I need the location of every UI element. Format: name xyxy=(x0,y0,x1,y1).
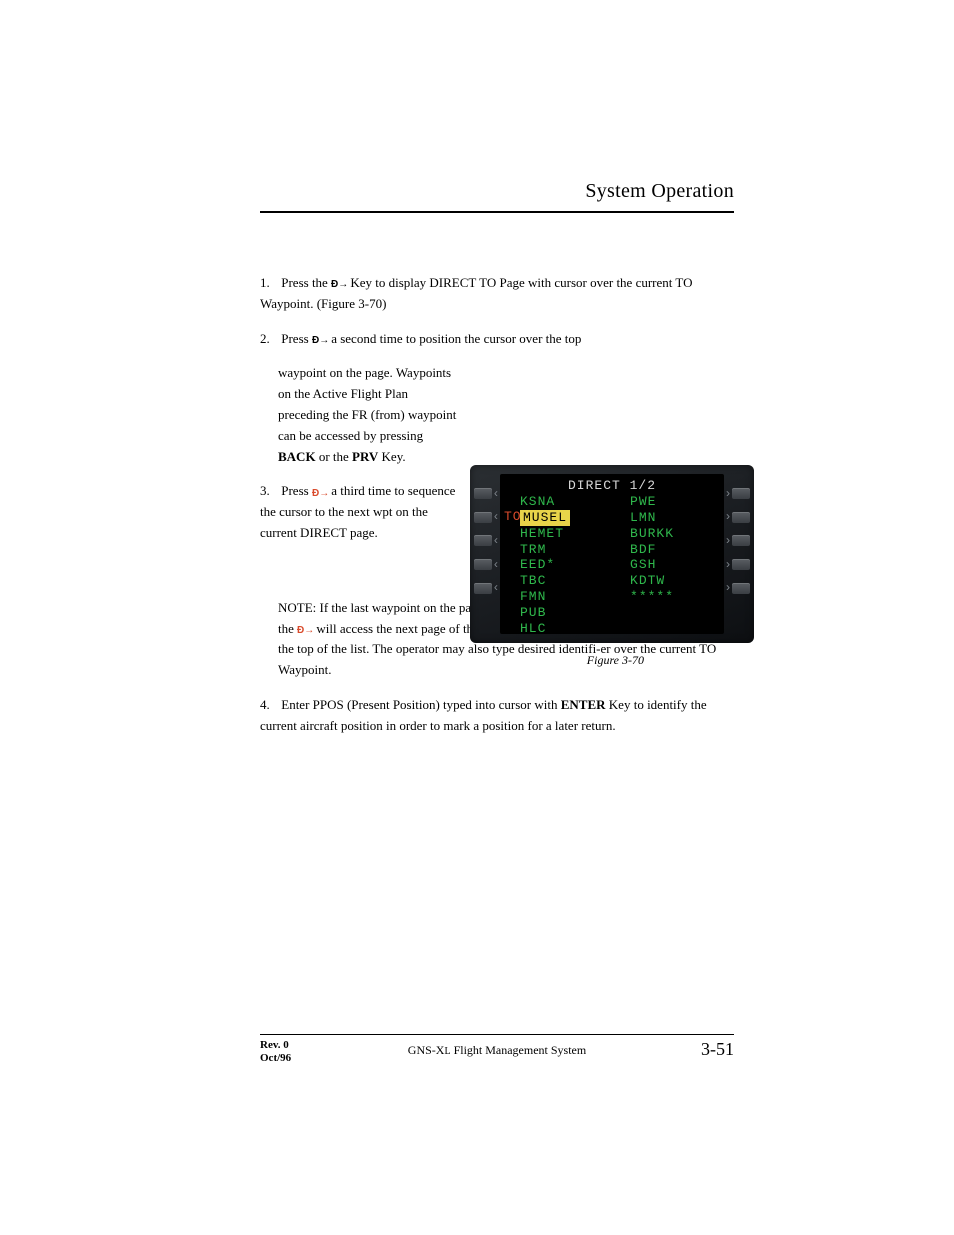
bracket-r: › xyxy=(724,487,732,501)
screen-title: DIRECT 1/2 xyxy=(508,478,716,494)
cdu-display: DIRECT 1/2 TO KSNA MUSEL HEMET TRM EED* … xyxy=(500,474,724,634)
direct-to-icon-red: Đ→ xyxy=(297,620,313,639)
step-2-cont-text: waypoint on the page. Waypoints on the A… xyxy=(278,365,456,442)
step-3: 3. Press Đ→ a third time to sequence the… xyxy=(260,481,460,543)
step-4-num: 4. xyxy=(260,695,278,716)
lsk-l1[interactable] xyxy=(474,488,492,499)
wpt: FMN xyxy=(520,589,570,605)
wpt: HEMET xyxy=(520,526,570,542)
step-2: 2. Press Đ→ a second time to position th… xyxy=(260,329,734,350)
footer-center: GNS-XL Flight Management System xyxy=(408,1043,586,1058)
step-4: 4. Enter PPOS (Present Position) typed i… xyxy=(260,695,734,737)
wpt: KDTW xyxy=(630,573,674,589)
step-1: 1. Press the Đ→ Key to display DIRECT TO… xyxy=(260,273,734,315)
bracket-l: ‹ xyxy=(492,534,500,548)
svg-text:Đ→: Đ→ xyxy=(331,279,347,289)
page-header-title: System Operation xyxy=(260,180,734,213)
page-footer: Rev. 0 Oct/96 GNS-XL Flight Management S… xyxy=(260,1034,734,1065)
wpt-stars: ***** xyxy=(630,589,674,605)
footer-product-b: Flight Management System xyxy=(451,1043,587,1057)
screen-columns: KSNA MUSEL HEMET TRM EED* TBC FMN PUB HL… xyxy=(520,494,674,637)
screen-right-col: PWE LMN BURKK BDF GSH KDTW ***** xyxy=(630,494,674,637)
left-column-text: waypoint on the page. Waypoints on the A… xyxy=(260,363,460,557)
lsk-r2[interactable] xyxy=(732,512,750,523)
bracket-r: › xyxy=(724,534,732,548)
body-content: 1. Press the Đ→ Key to display DIRECT TO… xyxy=(260,273,734,737)
svg-text:Đ→: Đ→ xyxy=(312,488,328,498)
direct-to-icon: Đ→ xyxy=(331,274,347,293)
right-bracket-col: › › › › › xyxy=(724,474,732,634)
step-3-num: 3. xyxy=(260,481,278,502)
lsk-l4[interactable] xyxy=(474,559,492,570)
step-2-or: or the xyxy=(319,449,352,464)
left-lsk-column xyxy=(474,474,492,634)
left-bracket-col: ‹ ‹ ‹ ‹ ‹ xyxy=(492,474,500,634)
step-2-end: Key. xyxy=(382,449,406,464)
wpt: GSH xyxy=(630,557,674,573)
wpt: KSNA xyxy=(520,494,570,510)
bracket-r: › xyxy=(724,558,732,572)
footer-rev: Rev. 0 xyxy=(260,1039,291,1052)
wpt-highlighted: MUSEL xyxy=(520,510,570,526)
wpt: HLC xyxy=(520,621,570,637)
step-2-text-a: Press xyxy=(281,331,312,346)
lsk-l3[interactable] xyxy=(474,535,492,546)
footer-rev-block: Rev. 0 Oct/96 xyxy=(260,1039,291,1065)
right-lsk-column xyxy=(732,474,750,634)
lsk-l2[interactable] xyxy=(474,512,492,523)
step-1-text-a: Press the xyxy=(281,275,331,290)
wpt: PWE xyxy=(630,494,674,510)
wpt: LMN xyxy=(630,510,674,526)
footer-page-number: 3-51 xyxy=(701,1039,734,1060)
lsk-r4[interactable] xyxy=(732,559,750,570)
step-2-cont: waypoint on the page. Waypoints on the A… xyxy=(278,363,460,467)
lsk-l5[interactable] xyxy=(474,583,492,594)
back-key-label: BACK xyxy=(278,449,316,464)
step-3-text-a: Press xyxy=(281,483,312,498)
cdu-screen-figure: ‹ ‹ ‹ ‹ ‹ DIRECT 1/2 TO KSNA MUSEL HEMET xyxy=(470,465,754,643)
hl-box: MUSEL xyxy=(520,510,570,526)
bracket-r: › xyxy=(724,581,732,595)
svg-text:Đ→: Đ→ xyxy=(312,335,328,345)
wpt: PUB xyxy=(520,605,570,621)
bracket-r: › xyxy=(724,510,732,524)
wpt: TBC xyxy=(520,573,570,589)
step-2-num: 2. xyxy=(260,329,278,350)
step-2-text-b: a second time to position the cursor ove… xyxy=(331,331,581,346)
lsk-r5[interactable] xyxy=(732,583,750,594)
screen-left-col: KSNA MUSEL HEMET TRM EED* TBC FMN PUB HL… xyxy=(520,494,570,637)
lsk-r3[interactable] xyxy=(732,535,750,546)
enter-key-label: ENTER xyxy=(561,697,606,712)
bracket-l: ‹ xyxy=(492,510,500,524)
to-label: TO xyxy=(504,509,522,525)
lsk-r1[interactable] xyxy=(732,488,750,499)
step-1-num: 1. xyxy=(260,273,278,294)
wpt: EED* xyxy=(520,557,570,573)
step-4-text-a: Enter PPOS (Present Position) typed into… xyxy=(281,697,561,712)
figure-caption: Figure 3-70 xyxy=(587,653,644,668)
wpt: BURKK xyxy=(630,526,674,542)
bracket-l: ‹ xyxy=(492,487,500,501)
direct-to-icon: Đ→ xyxy=(312,330,328,349)
bracket-l: ‹ xyxy=(492,581,500,595)
wpt: TRM xyxy=(520,542,570,558)
footer-date: Oct/96 xyxy=(260,1052,291,1065)
footer-product-a: GNS-X xyxy=(408,1043,445,1057)
svg-text:Đ→: Đ→ xyxy=(297,625,313,635)
bracket-l: ‹ xyxy=(492,558,500,572)
prv-key-label: PRV xyxy=(352,449,378,464)
direct-to-icon-red: Đ→ xyxy=(312,483,328,502)
wpt: BDF xyxy=(630,542,674,558)
